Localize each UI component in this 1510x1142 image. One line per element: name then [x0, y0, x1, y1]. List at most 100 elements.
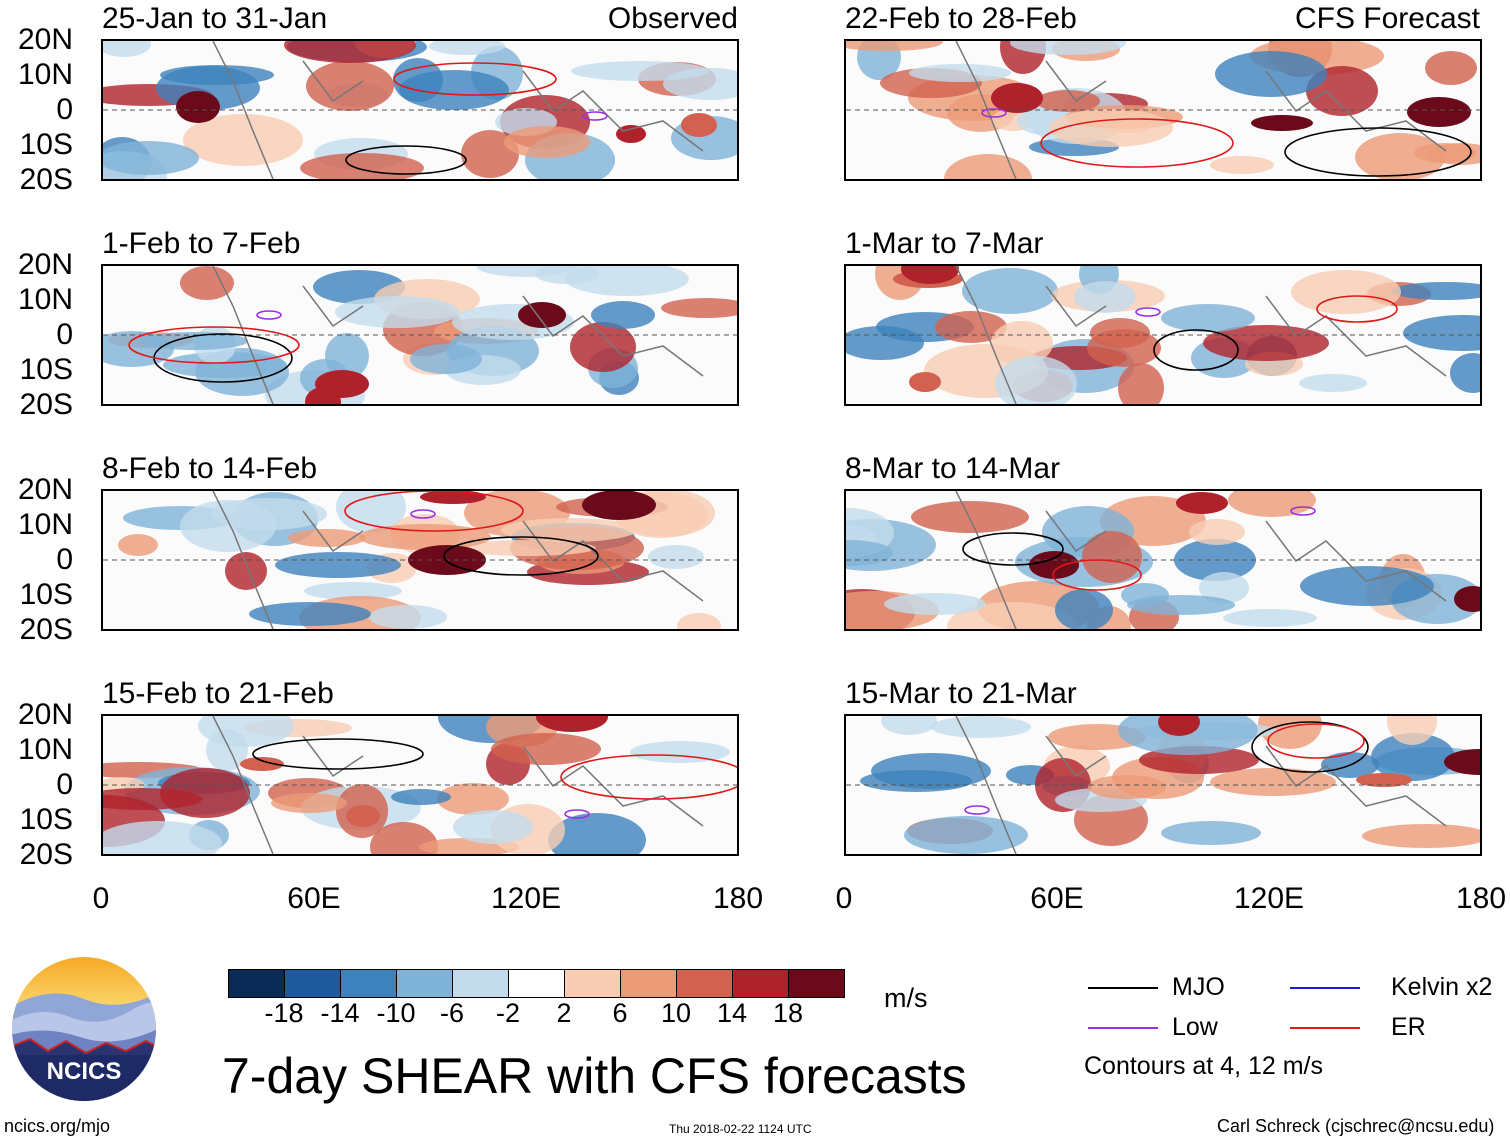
colorbar-tick: -18 — [264, 998, 304, 1028]
lat-tick: 20S — [19, 838, 73, 871]
contour — [345, 145, 467, 175]
shear-blob — [410, 344, 482, 374]
shear-core — [518, 302, 566, 328]
contour — [1135, 307, 1161, 317]
shear-blob — [1161, 821, 1261, 845]
contour — [128, 326, 300, 364]
contour — [344, 491, 524, 532]
shear-blob — [304, 582, 402, 600]
lon-tick: 120E — [490, 882, 562, 915]
lat-tick: 20N — [17, 23, 73, 56]
shear-blob — [275, 552, 401, 578]
shear-blob — [904, 816, 1028, 854]
legend-er-line — [1290, 1027, 1360, 1029]
shear-blob — [661, 298, 737, 318]
shear-blob — [391, 789, 451, 805]
legend-low-line — [1088, 1027, 1158, 1029]
contour — [964, 805, 990, 815]
shear-blob — [271, 793, 347, 813]
shear-blob — [1355, 133, 1445, 179]
colorbar-tick: -14 — [320, 998, 360, 1028]
shear-blob — [860, 770, 972, 792]
shear-blob — [1036, 90, 1100, 112]
shear-blob — [1300, 566, 1434, 606]
coastline — [955, 491, 1447, 629]
shear-blob — [884, 593, 986, 615]
shear-core — [305, 387, 341, 404]
shear-blob — [359, 524, 491, 550]
lon-tick: 0 — [835, 882, 853, 915]
shear-blob — [1161, 304, 1255, 332]
shear-blob — [1228, 491, 1316, 517]
panel-title: 25-Jan to 31-Jan — [102, 2, 328, 35]
shear-blob — [1210, 768, 1336, 796]
shear-blob — [118, 534, 158, 556]
contour — [256, 310, 282, 320]
shear-blob — [1049, 109, 1173, 147]
shear-blob — [249, 602, 371, 626]
shear-field — [103, 716, 737, 854]
contours-note: Contours at 4, 12 m/s — [1084, 1052, 1324, 1080]
contour — [962, 532, 1064, 566]
shear-core — [240, 757, 284, 771]
lat-tick: 10S — [19, 803, 73, 836]
chart-title: 7-day SHEAR with CFS forecasts — [222, 1048, 967, 1104]
shear-blob — [1450, 353, 1480, 393]
colorbar-swatch — [677, 970, 733, 997]
lat-tick: 20S — [19, 388, 73, 421]
contour — [393, 62, 557, 96]
lon-tick: 180 — [1455, 882, 1507, 915]
shear-field — [846, 266, 1480, 404]
panel-title: 15-Mar to 21-Mar — [845, 677, 1077, 710]
colorbar-tick: 10 — [660, 998, 692, 1028]
shear-blob — [944, 154, 1032, 179]
shear-field — [846, 491, 1480, 629]
lat-tick: 20N — [17, 698, 73, 731]
shear-blob — [103, 141, 199, 175]
panel-title: 1-Feb to 7-Feb — [102, 227, 301, 260]
lon-tick: 60E — [1030, 882, 1084, 915]
lat-tick: 10N — [17, 58, 73, 91]
panel-title: 8-Mar to 14-Mar — [845, 452, 1061, 485]
contour — [564, 809, 590, 819]
shear-blob — [103, 41, 151, 57]
contour — [1153, 329, 1239, 371]
shear-core — [536, 716, 608, 732]
shear-blob — [437, 783, 509, 815]
shear-map — [844, 264, 1482, 406]
shear-blob — [1215, 51, 1327, 97]
lat-tick: 10N — [17, 283, 73, 316]
contour — [1290, 506, 1316, 516]
shear-blob — [458, 540, 596, 556]
shear-blob — [630, 741, 730, 763]
shear-blob — [160, 65, 274, 85]
shear-map — [844, 714, 1482, 856]
legend-mjo-label: MJO — [1172, 973, 1225, 1001]
contour — [560, 754, 737, 800]
colorbar — [228, 969, 845, 998]
shear-blob — [198, 716, 294, 747]
shear-blob — [565, 266, 689, 296]
website-link[interactable]: ncics.org/mjo — [4, 1116, 111, 1136]
colorbar-swatch — [285, 970, 341, 997]
shear-blob — [1118, 363, 1164, 404]
shear-blob — [1118, 716, 1258, 755]
shear-core — [1454, 586, 1480, 612]
shear-blob — [1371, 733, 1455, 781]
shear-blob — [931, 716, 1031, 738]
shear-blob — [571, 61, 709, 81]
coastline — [212, 266, 704, 404]
shear-core — [346, 805, 380, 827]
contour — [252, 738, 424, 770]
colorbar-tick: 14 — [716, 998, 748, 1028]
shear-core — [616, 125, 646, 143]
legend-low-label: Low — [1172, 1013, 1218, 1041]
shear-blob — [591, 301, 655, 329]
shear-blob — [453, 810, 533, 844]
colorbar-tick: -2 — [495, 998, 521, 1028]
lat-tick: 10N — [17, 508, 73, 541]
lat-tick: 20N — [17, 248, 73, 281]
lat-tick: 10S — [19, 128, 73, 161]
coastline — [955, 41, 1447, 179]
legend-kelvin-line — [1290, 987, 1360, 989]
